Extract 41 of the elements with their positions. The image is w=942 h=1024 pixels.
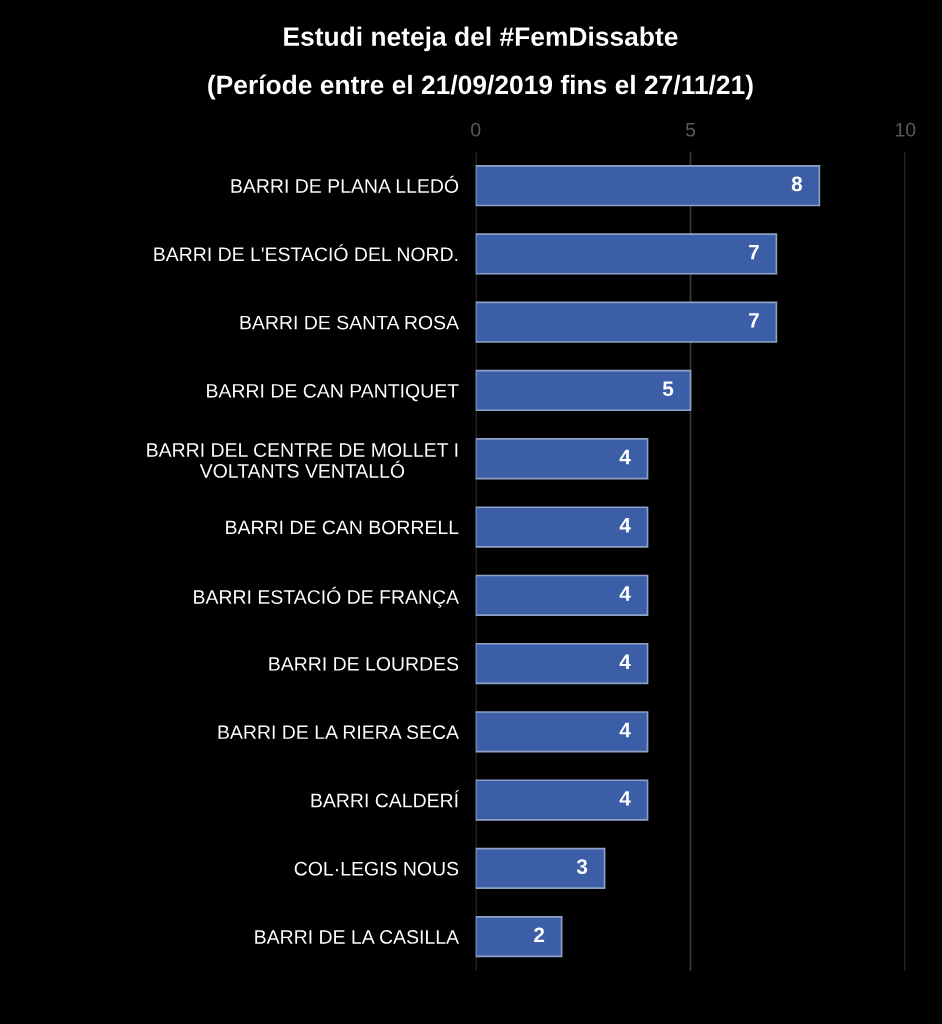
data-label: 4 [619,654,631,669]
y-tick-label: BARRI DEL CENTRE DE MOLLET I VOLTANTS VENTALLÓ [147,443,458,478]
data-label: 4 [619,518,631,533]
bar [475,438,649,480]
bar [475,301,778,343]
data-label: 4 [619,791,631,806]
data-label: 7 [749,313,759,328]
y-tick-label: BARRI DE CAN PANTIQUET [207,383,459,402]
data-label: 4 [619,722,631,738]
y-tick-label: BARRI DE SANTA ROSA [240,315,459,330]
x-tick-label: 5 [685,123,696,137]
data-label: 5 [662,381,674,397]
y-tick-label: BARRI DE PLANA LLEDÓ [231,175,459,193]
bar [475,506,649,548]
bar [475,915,563,958]
y-tick-label: BARRI ESTACIÓ DE FRANÇA [194,586,459,608]
chart-subtitle: (Període entre el 21/09/2019 fins el 27/11/21) [208,74,753,100]
bar [475,642,649,685]
y-tick-label: COL·LEGIS NOUS [294,861,459,876]
data-label: 3 [576,859,588,874]
y-tick-label: BARRI DE CAN BORRELL [226,520,459,535]
data-label: 7 [749,245,759,260]
bar [475,574,649,616]
data-label: 4 [619,586,631,601]
y-tick-label: BARRI DE L'ESTACIÓ DEL NORD. [154,244,458,262]
bar [475,779,649,821]
y-tick-label: BARRI DE LA CASILLA [255,930,459,944]
bar [475,369,692,412]
bar [475,165,821,207]
y-tick-label: BARRI CALDERÍ [311,790,459,808]
bar [475,711,649,753]
data-label: 4 [619,449,631,465]
data-label: 2 [534,927,545,943]
y-tick-label: BARRI DE LOURDES [269,657,459,671]
y-tick-label: BARRI DE LA RIERA SECA [218,725,459,740]
x-tick-label: 0 [471,122,481,137]
chart-title: Estudi neteja del #FemDissabte [284,26,678,52]
data-label: 8 [791,176,803,192]
bar [475,847,606,889]
x-tick-label: 10 [895,122,916,137]
bar [475,233,778,275]
